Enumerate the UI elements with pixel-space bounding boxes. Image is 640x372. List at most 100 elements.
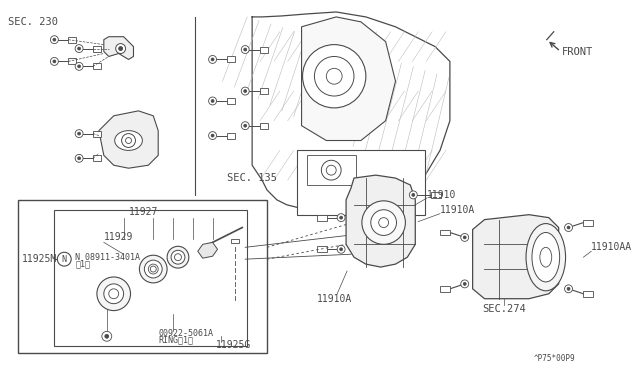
Circle shape (75, 129, 83, 138)
Ellipse shape (167, 246, 189, 268)
Ellipse shape (175, 254, 181, 261)
Circle shape (58, 252, 71, 266)
Polygon shape (104, 37, 134, 60)
Circle shape (410, 191, 417, 199)
Bar (68, 37, 76, 43)
Text: 11910: 11910 (427, 190, 456, 200)
Bar (93, 155, 101, 161)
Ellipse shape (171, 250, 185, 264)
Circle shape (77, 157, 81, 160)
Circle shape (75, 62, 83, 70)
Polygon shape (99, 111, 158, 168)
Ellipse shape (104, 284, 124, 304)
Bar (227, 57, 236, 62)
Bar (54, 210, 247, 346)
Circle shape (122, 134, 136, 147)
Polygon shape (472, 215, 559, 299)
Circle shape (337, 245, 345, 253)
Circle shape (564, 224, 573, 231)
Circle shape (105, 334, 109, 338)
Circle shape (53, 60, 56, 63)
Text: SEC.274: SEC.274 (483, 304, 526, 314)
Ellipse shape (97, 277, 131, 311)
Circle shape (461, 234, 468, 241)
Circle shape (209, 55, 216, 63)
Bar (68, 58, 76, 64)
Circle shape (461, 280, 468, 288)
Circle shape (125, 138, 131, 144)
Circle shape (326, 165, 336, 175)
Ellipse shape (145, 260, 162, 278)
Circle shape (463, 282, 466, 285)
Text: 11929: 11929 (104, 232, 133, 243)
Bar (317, 246, 327, 252)
Circle shape (211, 58, 214, 61)
Circle shape (567, 287, 570, 290)
Text: SEC. 135: SEC. 135 (227, 173, 277, 183)
Bar (93, 46, 101, 52)
Circle shape (340, 216, 342, 219)
Circle shape (244, 90, 246, 93)
Bar (296, 150, 425, 215)
Circle shape (77, 65, 81, 68)
Circle shape (75, 45, 83, 52)
Circle shape (53, 38, 56, 41)
Ellipse shape (540, 247, 552, 267)
Circle shape (337, 214, 345, 222)
Text: 11910A: 11910A (316, 294, 351, 304)
Bar (431, 192, 441, 198)
Circle shape (567, 226, 570, 229)
Bar (584, 219, 593, 225)
Ellipse shape (532, 232, 559, 282)
Text: 11927: 11927 (129, 207, 158, 217)
Text: 00922-5061A: 00922-5061A (158, 329, 213, 338)
Ellipse shape (526, 224, 566, 291)
Ellipse shape (140, 255, 167, 283)
Circle shape (303, 45, 366, 108)
Text: 11910A: 11910A (440, 205, 476, 215)
Bar (232, 240, 239, 243)
Polygon shape (301, 17, 396, 141)
Text: 11925M: 11925M (22, 254, 57, 264)
Circle shape (326, 68, 342, 84)
Circle shape (209, 97, 216, 105)
Circle shape (340, 248, 342, 251)
Text: 11910AA: 11910AA (591, 242, 632, 252)
Text: FRONT: FRONT (562, 46, 593, 57)
Circle shape (102, 331, 112, 341)
Circle shape (371, 210, 397, 235)
Circle shape (118, 46, 123, 51)
Bar (260, 88, 268, 94)
Text: SEC. 230: SEC. 230 (8, 17, 58, 27)
Bar (584, 291, 593, 297)
Text: 11925G: 11925G (216, 340, 251, 350)
Text: N: N (62, 255, 67, 264)
Circle shape (211, 99, 214, 102)
Circle shape (109, 289, 118, 299)
Circle shape (412, 193, 415, 196)
Polygon shape (346, 175, 415, 267)
Circle shape (77, 132, 81, 135)
Bar (227, 132, 236, 138)
Circle shape (564, 285, 573, 293)
Text: N 08911-3401A: N 08911-3401A (75, 253, 140, 262)
Text: （1）: （1） (75, 260, 90, 269)
Ellipse shape (148, 264, 158, 274)
Bar (260, 123, 268, 129)
Circle shape (51, 57, 58, 65)
Bar (227, 98, 236, 104)
Bar (93, 131, 101, 137)
Circle shape (77, 47, 81, 50)
Circle shape (244, 124, 246, 127)
Bar (440, 286, 450, 292)
Bar (307, 155, 356, 185)
Circle shape (241, 46, 249, 54)
Bar (440, 230, 450, 235)
Circle shape (241, 87, 249, 95)
Circle shape (51, 36, 58, 44)
Circle shape (211, 134, 214, 137)
Text: ^P75*00P9: ^P75*00P9 (534, 353, 575, 363)
Circle shape (75, 154, 83, 162)
Circle shape (209, 132, 216, 140)
Bar (260, 46, 268, 52)
